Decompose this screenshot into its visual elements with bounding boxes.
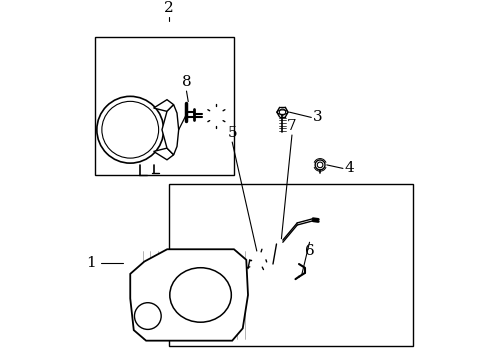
Bar [168, 184, 412, 346]
Text: 5: 5 [227, 126, 237, 140]
Polygon shape [130, 249, 247, 341]
Bar [95, 37, 233, 175]
Text: 1: 1 [86, 256, 96, 270]
Polygon shape [153, 100, 173, 111]
Text: 6: 6 [304, 244, 314, 258]
Circle shape [97, 96, 163, 163]
Text: 8: 8 [182, 75, 191, 89]
Text: 4: 4 [344, 161, 354, 175]
Text: 3: 3 [312, 111, 322, 125]
Text: 7: 7 [286, 119, 296, 133]
Polygon shape [153, 148, 173, 160]
Text: 2: 2 [163, 1, 173, 15]
Polygon shape [162, 105, 178, 155]
